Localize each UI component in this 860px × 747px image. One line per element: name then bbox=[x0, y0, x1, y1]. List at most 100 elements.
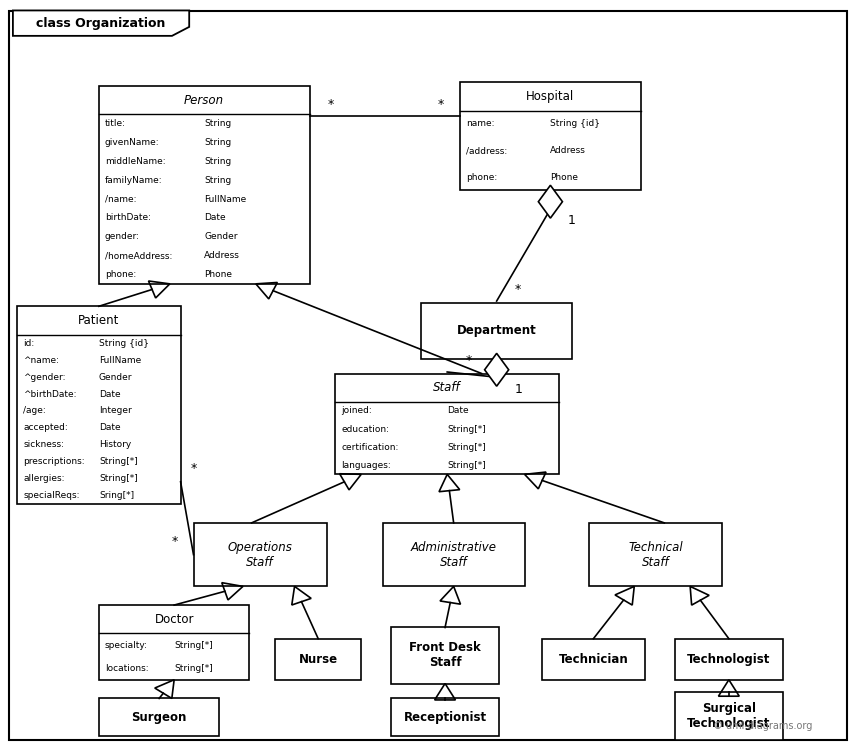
Text: Front Desk
Staff: Front Desk Staff bbox=[409, 642, 481, 669]
Text: middleName:: middleName: bbox=[105, 157, 165, 166]
Text: Person: Person bbox=[184, 93, 224, 107]
Text: String: String bbox=[205, 157, 231, 166]
Text: prescriptions:: prescriptions: bbox=[23, 457, 85, 466]
Text: class Organization: class Organization bbox=[36, 16, 166, 30]
Text: Technical
Staff: Technical Staff bbox=[629, 541, 683, 568]
Text: String[*]: String[*] bbox=[174, 640, 213, 650]
Text: certification:: certification: bbox=[341, 443, 399, 452]
Text: Phone: Phone bbox=[205, 270, 232, 279]
Text: © uml-diagrams.org: © uml-diagrams.org bbox=[713, 721, 813, 731]
Text: Date: Date bbox=[99, 424, 120, 433]
Bar bbox=[99, 86, 310, 284]
Text: Patient: Patient bbox=[78, 314, 120, 327]
Text: phone:: phone: bbox=[466, 173, 497, 182]
Text: String[*]: String[*] bbox=[447, 461, 486, 470]
Text: Address: Address bbox=[550, 146, 587, 155]
Text: birthDate:: birthDate: bbox=[105, 214, 150, 223]
Polygon shape bbox=[13, 10, 189, 36]
Text: String: String bbox=[205, 138, 231, 147]
Text: specialReqs:: specialReqs: bbox=[23, 492, 80, 500]
Text: *: * bbox=[171, 535, 178, 548]
Text: Technologist: Technologist bbox=[687, 653, 771, 666]
Bar bbox=[194, 523, 327, 586]
Text: /age:: /age: bbox=[23, 406, 46, 415]
Text: givenName:: givenName: bbox=[105, 138, 160, 147]
Text: Phone: Phone bbox=[550, 173, 579, 182]
Text: familyName:: familyName: bbox=[105, 176, 163, 185]
Text: ^name:: ^name: bbox=[23, 356, 59, 365]
Text: String[*]: String[*] bbox=[174, 663, 213, 673]
Text: title:: title: bbox=[105, 120, 126, 128]
Text: name:: name: bbox=[466, 120, 494, 128]
Bar bbox=[335, 374, 559, 474]
Text: /address:: /address: bbox=[466, 146, 507, 155]
Text: *: * bbox=[465, 353, 472, 367]
Text: 1: 1 bbox=[514, 383, 522, 397]
Text: specialty:: specialty: bbox=[105, 640, 148, 650]
Text: History: History bbox=[99, 441, 131, 450]
Bar bbox=[275, 639, 361, 680]
Text: Surgeon: Surgeon bbox=[132, 710, 187, 724]
Text: Address: Address bbox=[205, 251, 240, 260]
Text: Sring[*]: Sring[*] bbox=[99, 492, 134, 500]
Text: Date: Date bbox=[99, 389, 120, 398]
Text: Gender: Gender bbox=[205, 232, 237, 241]
Bar bbox=[383, 523, 525, 586]
Text: String {id}: String {id} bbox=[550, 120, 600, 128]
Text: joined:: joined: bbox=[341, 406, 372, 415]
Text: gender:: gender: bbox=[105, 232, 140, 241]
Bar bbox=[542, 639, 645, 680]
Text: Receptionist: Receptionist bbox=[403, 710, 487, 724]
Text: Integer: Integer bbox=[99, 406, 132, 415]
Bar bbox=[675, 639, 783, 680]
Bar bbox=[460, 82, 641, 190]
Text: 1: 1 bbox=[568, 214, 576, 227]
Text: String: String bbox=[205, 176, 231, 185]
Text: /homeAddress:: /homeAddress: bbox=[105, 251, 172, 260]
Text: phone:: phone: bbox=[105, 270, 136, 279]
Text: String[*]: String[*] bbox=[447, 424, 486, 433]
Text: Administrative
Staff: Administrative Staff bbox=[411, 541, 497, 568]
Text: Technician: Technician bbox=[558, 653, 629, 666]
Bar bbox=[675, 692, 783, 740]
Text: languages:: languages: bbox=[341, 461, 391, 470]
Text: *: * bbox=[438, 98, 445, 111]
Text: ^gender:: ^gender: bbox=[23, 373, 65, 382]
Text: FullName: FullName bbox=[99, 356, 141, 365]
Bar bbox=[99, 698, 219, 736]
Polygon shape bbox=[538, 185, 562, 218]
Text: String: String bbox=[205, 120, 231, 128]
Text: String[*]: String[*] bbox=[99, 474, 138, 483]
Text: *: * bbox=[190, 462, 197, 475]
Text: /name:: /name: bbox=[105, 194, 137, 204]
Text: *: * bbox=[515, 282, 521, 296]
Text: String[*]: String[*] bbox=[99, 457, 138, 466]
Text: Gender: Gender bbox=[99, 373, 132, 382]
Text: String {id}: String {id} bbox=[99, 338, 149, 347]
Bar bbox=[421, 303, 572, 359]
Text: allergies:: allergies: bbox=[23, 474, 64, 483]
Bar bbox=[589, 523, 722, 586]
Text: Nurse: Nurse bbox=[298, 653, 338, 666]
Text: sickness:: sickness: bbox=[23, 441, 64, 450]
Text: education:: education: bbox=[341, 424, 390, 433]
Text: Date: Date bbox=[205, 214, 226, 223]
Bar bbox=[391, 627, 499, 684]
Polygon shape bbox=[485, 353, 509, 386]
Text: Doctor: Doctor bbox=[155, 613, 194, 626]
Bar bbox=[99, 605, 249, 680]
Text: Date: Date bbox=[447, 406, 469, 415]
Text: Operations
Staff: Operations Staff bbox=[228, 541, 292, 568]
Text: *: * bbox=[328, 98, 335, 111]
Text: locations:: locations: bbox=[105, 663, 149, 673]
Text: accepted:: accepted: bbox=[23, 424, 68, 433]
Text: ^birthDate:: ^birthDate: bbox=[23, 389, 77, 398]
Text: Surgical
Technologist: Surgical Technologist bbox=[687, 702, 771, 730]
Text: Hospital: Hospital bbox=[526, 90, 574, 103]
Bar bbox=[17, 306, 181, 504]
Bar bbox=[391, 698, 499, 736]
Text: Department: Department bbox=[457, 324, 537, 337]
Text: String[*]: String[*] bbox=[447, 443, 486, 452]
Text: FullName: FullName bbox=[205, 194, 247, 204]
Text: Staff: Staff bbox=[433, 381, 461, 394]
